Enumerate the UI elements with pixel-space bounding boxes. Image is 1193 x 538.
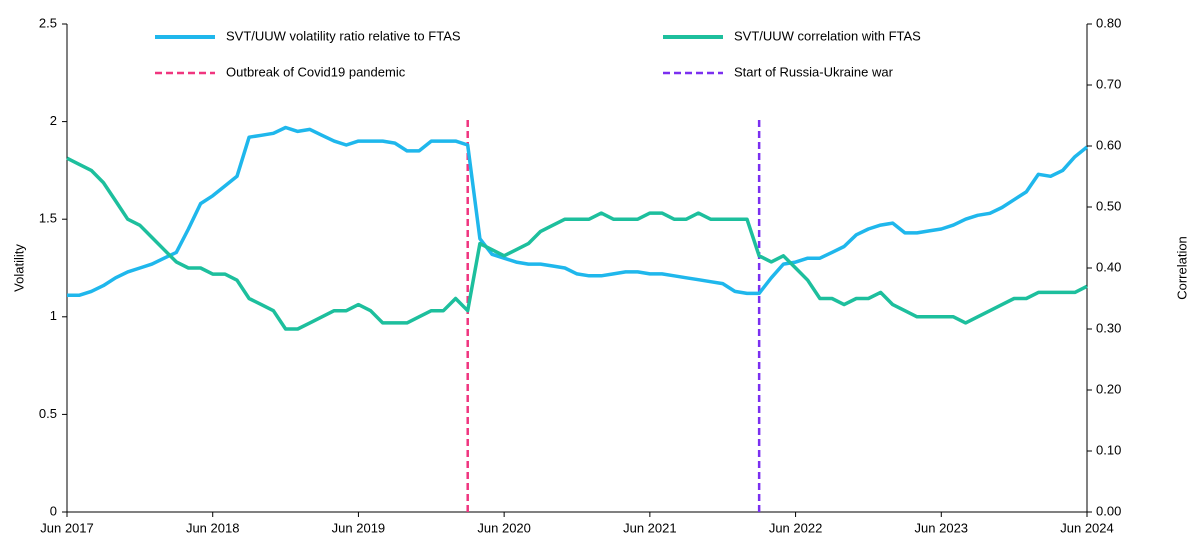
y2-tick-label: 0.40	[1096, 259, 1121, 274]
y-tick-label: 1	[50, 308, 57, 323]
y-tick-label: 2.5	[39, 15, 57, 30]
y-axis-label: Volatility	[11, 244, 26, 292]
y-tick-label: 1.5	[39, 211, 57, 226]
x-tick-label: Jun 2018	[186, 520, 240, 535]
legend-label: SVT/UUW correlation with FTAS	[734, 28, 921, 43]
y2-tick-label: 0.80	[1096, 15, 1121, 30]
series-line	[66, 156, 1088, 331]
y2-tick-label: 0.10	[1096, 442, 1121, 457]
x-tick-label: Jun 2023	[915, 520, 969, 535]
x-tick-label: Jun 2020	[477, 520, 531, 535]
x-tick-label: Jun 2024	[1060, 520, 1114, 535]
y2-tick-label: 0.70	[1096, 76, 1121, 91]
series-line	[67, 125, 1089, 298]
legend-label: Outbreak of Covid19 pandemic	[226, 64, 406, 79]
legend-label: SVT/UUW volatility ratio relative to FTA…	[226, 28, 461, 43]
x-tick-label: Jun 2021	[623, 520, 677, 535]
y-tick-label: 0	[50, 503, 57, 518]
y2-tick-label: 0.20	[1096, 381, 1121, 396]
y2-tick-label: 0.50	[1096, 198, 1121, 213]
y-tick-label: 0.5	[39, 406, 57, 421]
x-tick-label: Jun 2022	[769, 520, 823, 535]
legend-label: Start of Russia-Ukraine war	[734, 64, 894, 79]
y2-tick-label: 0.00	[1096, 503, 1121, 518]
x-tick-label: Jun 2019	[332, 520, 386, 535]
y2-axis-label: Correlation	[1174, 236, 1189, 300]
x-tick-label: Jun 2017	[40, 520, 94, 535]
y2-tick-label: 0.30	[1096, 320, 1121, 335]
y2-tick-label: 0.60	[1096, 137, 1121, 152]
y-tick-label: 2	[50, 113, 57, 128]
